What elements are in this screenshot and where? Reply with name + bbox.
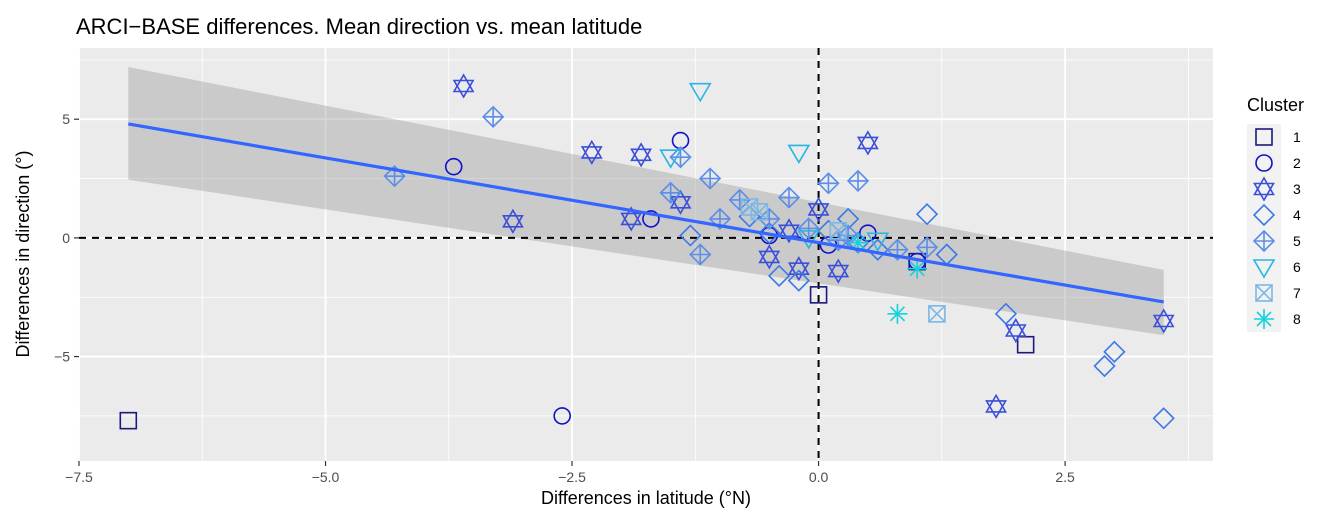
data-point-cluster-6: [866, 232, 890, 252]
x-tick-label: −7.5: [65, 469, 93, 485]
y-axis-title: Differences in direction (°): [13, 151, 33, 358]
data-point-cluster-3: [985, 393, 1007, 419]
data-point-cluster-5: [846, 169, 870, 193]
legend-label-8: 8: [1293, 311, 1301, 327]
legend-key-1: [1255, 128, 1273, 146]
data-point-cluster-5: [689, 243, 712, 266]
data-point-cluster-7: [928, 305, 946, 323]
data-point-cluster-3: [856, 130, 879, 156]
data-point-cluster-7: [750, 202, 769, 221]
legend: 1 2 3 4 5 6 7 8: [1247, 124, 1301, 332]
data-point-cluster-2: [642, 210, 660, 228]
data-point-cluster-4: [679, 224, 702, 247]
data-point-cluster-3: [807, 196, 830, 222]
y-tick-label: −5: [54, 349, 70, 365]
data-point-cluster-8: [887, 303, 908, 324]
y-tick-label: 5: [62, 111, 70, 127]
data-point-cluster-2: [444, 157, 463, 176]
legend-key-3: [1253, 176, 1275, 202]
legend-key-bg: [1247, 176, 1281, 202]
legend-label-5: 5: [1293, 233, 1301, 249]
data-point-cluster-5: [817, 172, 840, 195]
data-point-cluster-7: [829, 221, 848, 240]
legend-label-6: 6: [1293, 259, 1301, 275]
reference-lines: [79, 48, 1213, 461]
data-point-cluster-4: [758, 222, 781, 245]
data-point-cluster-4: [767, 264, 791, 287]
legend-label-7: 7: [1293, 285, 1301, 301]
data-point-cluster-5: [777, 186, 801, 209]
data-point-cluster-3: [580, 139, 603, 165]
data-point-cluster-5: [915, 236, 939, 259]
data-point-cluster-5: [728, 188, 751, 212]
plot-panel: [79, 48, 1213, 461]
data-point-cluster-7: [740, 198, 759, 216]
data-point-cluster-6: [659, 149, 683, 169]
data-point-cluster-3: [620, 206, 643, 232]
legend-key-6: [1252, 259, 1276, 279]
data-point-cluster-1: [119, 411, 138, 430]
data-point-cluster-5: [482, 105, 505, 128]
data-point-cluster-8: [907, 258, 928, 279]
legend-key-7: [1255, 284, 1273, 302]
data-point-cluster-3: [827, 258, 850, 284]
y-tick-label: 0: [62, 230, 70, 246]
data-point-cluster-4: [1103, 340, 1126, 363]
data-point-cluster-5: [698, 167, 722, 190]
legend-key-8: [1254, 309, 1274, 329]
data-point-cluster-6: [787, 144, 811, 165]
legend-label-1: 1: [1293, 129, 1301, 145]
data-point-cluster-1: [809, 286, 828, 304]
legend-key-bg: [1247, 202, 1281, 228]
legend-key-4: [1252, 203, 1276, 227]
data-point-cluster-3: [669, 189, 692, 215]
x-axis-title: Differences in latitude (°N): [541, 488, 751, 508]
data-point-cluster-3: [630, 142, 652, 168]
data-point-cluster-3: [502, 208, 524, 234]
confidence-band-area: [128, 66, 1164, 336]
data-point-cluster-5: [797, 217, 820, 240]
data-point-cluster-3: [452, 73, 475, 99]
x-tick-label: −5.0: [312, 469, 340, 485]
chart-title: ARCI−BASE differences. Mean direction vs…: [76, 14, 642, 39]
x-tick-label: 0.0: [809, 469, 829, 485]
legend-key-bg: [1247, 150, 1281, 176]
regression-line-group: [128, 122, 1164, 304]
legend-key-2: [1255, 154, 1273, 172]
y-axis-ticks: −5 0 5: [54, 111, 79, 365]
legend-label-4: 4: [1293, 207, 1301, 223]
data-point-cluster-3: [1004, 317, 1027, 344]
x-tick-label: −2.5: [558, 469, 586, 485]
confidence-band: [128, 66, 1164, 336]
regression-line: [128, 122, 1164, 304]
data-point-cluster-4: [1152, 407, 1175, 430]
data-point-cluster-5: [659, 181, 682, 204]
data-point-cluster-3: [1152, 308, 1175, 334]
data-point-cluster-4: [787, 269, 810, 292]
legend-key-bg: [1247, 124, 1281, 150]
data-point-cluster-3: [787, 256, 810, 282]
data-point-cluster-4: [915, 203, 939, 226]
data-point-cluster-6: [688, 82, 712, 103]
data-point-cluster-2: [553, 407, 571, 425]
data-point-cluster-4: [994, 302, 1018, 325]
data-point-cluster-3: [758, 244, 781, 270]
legend-title: Cluster: [1247, 95, 1304, 115]
legend-label-2: 2: [1293, 155, 1301, 171]
legend-key-5: [1252, 229, 1276, 253]
data-point-cluster-4: [866, 238, 889, 261]
data-point-cluster-4: [1093, 354, 1116, 378]
legend-label-3: 3: [1293, 181, 1301, 197]
x-tick-label: 2.5: [1055, 469, 1075, 485]
data-points: [119, 73, 1175, 430]
x-axis-ticks: −7.5 −5.0 −2.5 0.0 2.5: [65, 461, 1075, 485]
